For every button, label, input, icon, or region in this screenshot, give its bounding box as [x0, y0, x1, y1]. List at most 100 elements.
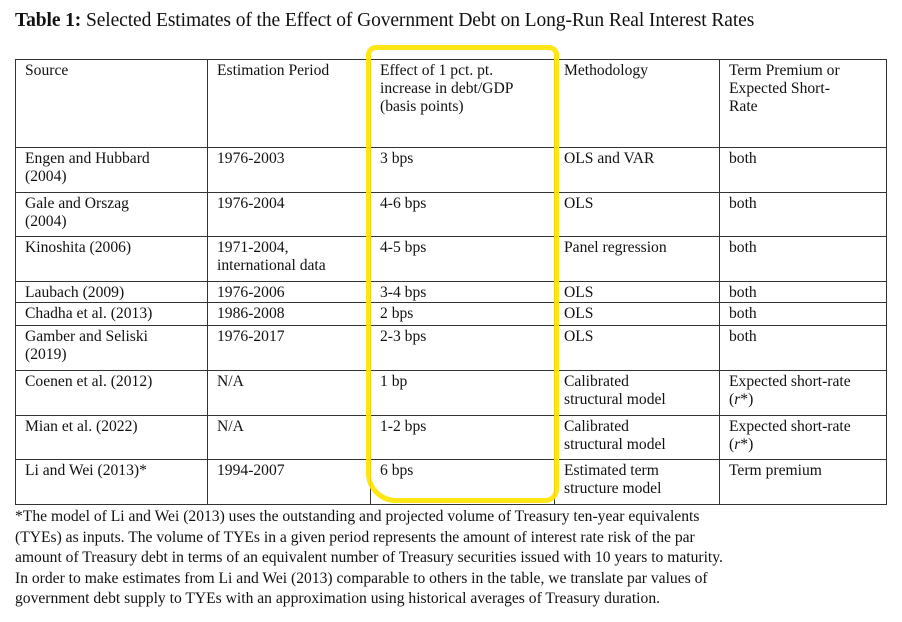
footnote-line: amount of Treasury debt in terms of an e…	[15, 549, 723, 566]
cell-line: 1976-2006	[217, 284, 285, 301]
cell-line: Estimated term	[564, 462, 659, 479]
period-cell: 1976-2004	[207, 192, 371, 237]
table-row: Li and Wei (2013)* 1994-2007 6 bps Estimate…	[15, 459, 887, 505]
cell-line: 1976-2017	[217, 328, 285, 345]
cell-line: both	[729, 239, 757, 256]
table-row: Chadha et al. (2013) 1986-2008 2 bps OLS bot…	[15, 302, 887, 326]
period-cell: 1986-2008	[207, 302, 371, 326]
cell-line: Mian et al. (2022)	[25, 418, 138, 435]
term-cell: both	[719, 302, 887, 326]
cell-line: structure model	[564, 480, 662, 497]
table-title-text: Selected Estimates of the Effect of Gove…	[81, 10, 755, 31]
table-header-row: Source Estimation Period Effect of 1 pct. …	[15, 59, 887, 148]
cell-line: Effect of 1 pct. pt.	[380, 62, 494, 79]
source-cell: Engen and Hubbard (2004)	[15, 147, 208, 193]
cell-line: both	[729, 284, 757, 301]
cell-line: Panel regression	[564, 239, 667, 256]
table-row: Gale and Orszag (2004) 1976-2004 4-6 bps OLS…	[15, 192, 887, 237]
cell-line: Expected short-rate	[729, 418, 851, 435]
cell-line: Term Premium or	[729, 62, 840, 79]
source-cell: Gale and Orszag (2004)	[15, 192, 208, 237]
methodology-cell: OLS	[554, 281, 720, 303]
effect-cell: 3 bps	[370, 147, 555, 193]
effect-cell: 4-5 bps	[370, 236, 555, 282]
cell-line: (2004)	[25, 213, 67, 230]
period-cell: N/A	[207, 415, 371, 460]
cell-line: Expected short-rate	[729, 373, 851, 390]
cell-line: international data	[217, 257, 326, 274]
cell-line: OLS	[564, 305, 594, 322]
period-cell: 1994-2007	[207, 459, 371, 505]
cell-line: Engen and Hubbard	[25, 150, 150, 167]
cell-line: Coenen et al. (2012)	[25, 373, 153, 390]
cell-line: (r*)	[729, 436, 754, 453]
table-row: Laubach (2009) 1976-2006 3-4 bps OLS both	[15, 281, 887, 303]
r-star-symbol: r	[734, 436, 741, 453]
methodology-cell: OLS	[554, 302, 720, 326]
header-effect: Effect of 1 pct. pt. increase in debt/GDP…	[370, 59, 555, 148]
effect-cell: 1 bp	[370, 370, 555, 416]
cell-line: Laubach (2009)	[25, 284, 125, 301]
term-cell: both	[719, 281, 887, 303]
cell-line: Kinoshita (2006)	[25, 239, 132, 256]
table-title: Table 1: Selected Estimates of the Effec…	[15, 10, 754, 32]
period-cell: 1976-2017	[207, 325, 371, 371]
header-source: Source	[15, 59, 208, 148]
effect-cell: 2 bps	[370, 302, 555, 326]
cell-line: OLS	[564, 328, 594, 345]
effect-cell: 3-4 bps	[370, 281, 555, 303]
source-cell: Gamber and Seliski (2019)	[15, 325, 208, 371]
methodology-cell: OLS	[554, 192, 720, 237]
effect-cell: 4-6 bps	[370, 192, 555, 237]
cell-line: Calibrated	[564, 418, 629, 435]
period-cell: 1971-2004, international data	[207, 236, 371, 282]
cell-line: Expected Short-	[729, 80, 830, 97]
cell-line: both	[729, 150, 757, 167]
source-cell: Laubach (2009)	[15, 281, 208, 303]
cell-line: Source	[25, 62, 69, 79]
cell-line: N/A	[217, 418, 244, 435]
cell-line: both	[729, 195, 757, 212]
term-cell: both	[719, 325, 887, 371]
term-cell: both	[719, 147, 887, 193]
header-term-premium: Term Premium or Expected Short- Rate	[719, 59, 887, 148]
cell-line: 1986-2008	[217, 305, 285, 322]
table-footnote: *The model of Li and Wei (2013) uses the…	[15, 507, 895, 610]
term-cell: Expected short-rate (r*)	[719, 415, 887, 460]
cell-line: OLS	[564, 284, 594, 301]
cell-line: Estimation Period	[217, 62, 330, 79]
cell-line: both	[729, 305, 757, 322]
header-estimation-period: Estimation Period	[207, 59, 371, 148]
cell-line: OLS and VAR	[564, 150, 655, 167]
table-row: Kinoshita (2006) 1971-2004, international …	[15, 236, 887, 282]
r-star-symbol: r	[734, 391, 741, 408]
cell-line: (2004)	[25, 168, 67, 185]
period-cell: 1976-2003	[207, 147, 371, 193]
cell-line: Term premium	[729, 462, 822, 479]
period-cell: 1976-2006	[207, 281, 371, 303]
cell-line: (r*)	[729, 391, 754, 408]
estimates-table: Source Estimation Period Effect of 1 pct. …	[15, 59, 887, 505]
source-cell: Chadha et al. (2013)	[15, 302, 208, 326]
effect-cell: 2-3 bps	[370, 325, 555, 371]
effect-cell: 6 bps	[370, 459, 555, 505]
cell-line: Methodology	[564, 62, 649, 79]
methodology-cell: Estimated term structure model	[554, 459, 720, 505]
period-cell: N/A	[207, 370, 371, 416]
cell-line: Rate	[729, 98, 758, 115]
effect-cell: 1-2 bps	[370, 415, 555, 460]
methodology-cell: Calibrated structural model	[554, 415, 720, 460]
methodology-cell: Panel regression	[554, 236, 720, 282]
footnote-line: *The model of Li and Wei (2013) uses the…	[15, 508, 700, 525]
cell-line: OLS	[564, 195, 594, 212]
source-cell: Kinoshita (2006)	[15, 236, 208, 282]
cell-line: 1976-2003	[217, 150, 285, 167]
cell-line: (2019)	[25, 346, 67, 363]
cell-line: Gamber and Seliski	[25, 328, 148, 345]
term-cell: both	[719, 192, 887, 237]
methodology-cell: OLS	[554, 325, 720, 371]
cell-line: both	[729, 328, 757, 345]
methodology-cell: OLS and VAR	[554, 147, 720, 193]
term-cell: Expected short-rate (r*)	[719, 370, 887, 416]
cell-line: structural model	[564, 436, 666, 453]
